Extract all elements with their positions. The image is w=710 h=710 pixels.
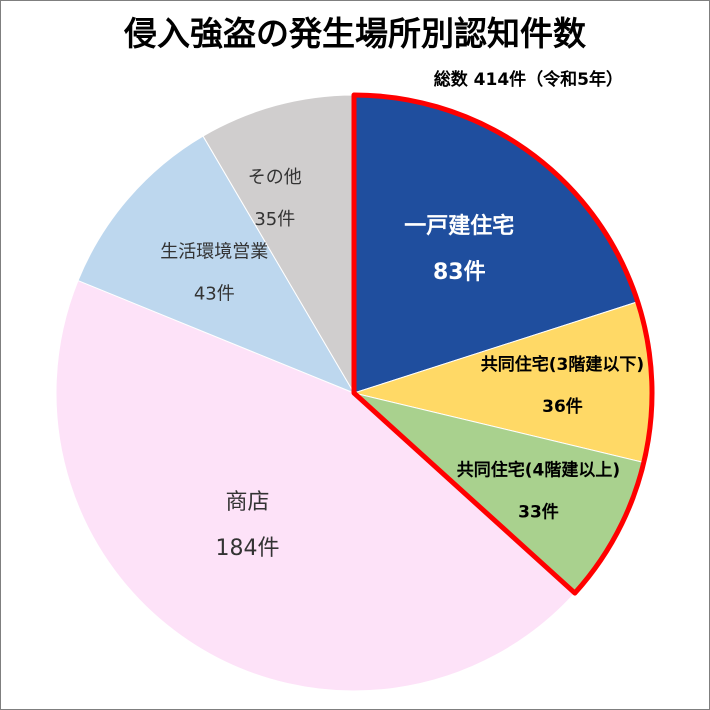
slice-name-label-5: その他: [248, 167, 302, 188]
chart-subtitle: 総数 414件（令和5年）: [433, 70, 623, 90]
slice-value-label-0: 83件: [433, 260, 486, 285]
highlight-outline: [351, 92, 655, 596]
pie-slice-4: [77, 135, 356, 395]
chart-title: 侵入強盗の発生場所別認知件数: [124, 14, 586, 53]
slice-value-label-1: 36件: [542, 396, 583, 417]
slice-value-label-3: 184件: [215, 536, 279, 561]
slice-name-label-0: 一戸建住宅: [404, 213, 514, 239]
slice-value-label-5: 35件: [254, 209, 295, 230]
pie-slice-5: [202, 94, 355, 395]
pie-slice-3: [55, 279, 576, 692]
slice-name-label-2: 共同住宅(4階建以上): [457, 459, 620, 480]
slice-name-label-3: 商店: [225, 490, 269, 515]
slice-value-label-2: 33件: [518, 501, 559, 522]
slice-name-label-1: 共同住宅(3階建以下): [481, 354, 644, 375]
slice-value-label-4: 43件: [194, 283, 235, 304]
slice-name-label-4: 生活環境営業: [160, 241, 268, 262]
